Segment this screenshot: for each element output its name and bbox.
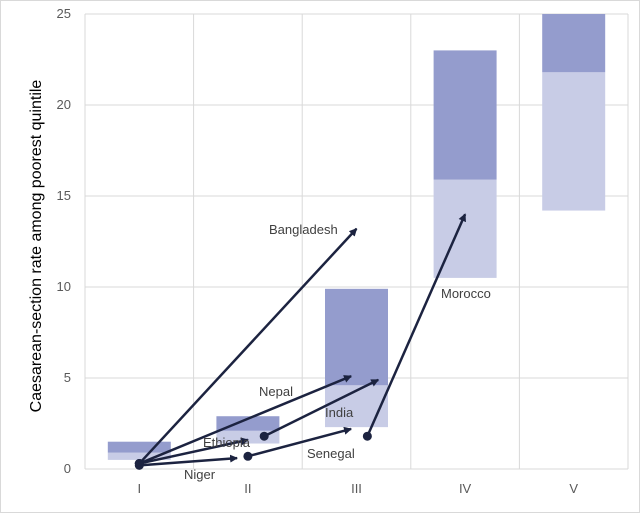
arrow-origin-india bbox=[259, 431, 269, 441]
country-label-nepal: Nepal bbox=[259, 384, 293, 399]
country-label-senegal: Senegal bbox=[307, 446, 355, 461]
arrow-origin-niger bbox=[134, 460, 144, 470]
country-label-india: India bbox=[325, 405, 354, 420]
band-upper-I bbox=[107, 441, 171, 453]
x-tick-label: II bbox=[244, 481, 251, 496]
arrow-niger bbox=[139, 454, 239, 467]
grid-layer bbox=[84, 13, 629, 470]
country-label-ethiopia: Ethiopia bbox=[203, 435, 251, 450]
country-label-bangladesh: Bangladesh bbox=[269, 222, 338, 237]
arrow-india bbox=[263, 378, 380, 438]
band-lower-III bbox=[325, 385, 388, 428]
x-tick-label: IV bbox=[459, 481, 472, 496]
band-upper-V bbox=[542, 14, 606, 73]
y-tick-label: 20 bbox=[57, 97, 71, 112]
arrow-origin-senegal bbox=[243, 451, 253, 461]
arrow-nepal bbox=[138, 375, 352, 465]
band-lower-I bbox=[107, 452, 171, 460]
y-tick-label: 25 bbox=[57, 6, 71, 21]
y-axis-title: Caesarean-section rate among poorest qui… bbox=[28, 80, 45, 413]
y-tick-label: 10 bbox=[57, 279, 71, 294]
arrow-senegal bbox=[247, 426, 353, 458]
band-upper-III bbox=[325, 288, 388, 386]
x-tick-label: V bbox=[569, 481, 578, 496]
country-label-morocco: Morocco bbox=[441, 286, 491, 301]
y-tick-label: 15 bbox=[57, 188, 71, 203]
arrow-origin-morocco bbox=[362, 431, 372, 441]
arrow-morocco bbox=[366, 213, 467, 437]
band-upper-II bbox=[216, 416, 280, 431]
band-upper-IV bbox=[433, 50, 497, 180]
x-tick-label: III bbox=[351, 481, 362, 496]
arrow-ethiopia bbox=[139, 437, 249, 465]
country-label-niger: Niger bbox=[184, 467, 216, 482]
band-layer bbox=[107, 14, 606, 460]
arrow-bangladesh bbox=[138, 227, 358, 465]
band-lower-V bbox=[542, 72, 606, 211]
y-tick-label: 5 bbox=[64, 370, 71, 385]
label-layer: Bangladesh Nepal Ethiopia Niger India Senegal… bbox=[184, 222, 491, 482]
y-tick-label: 0 bbox=[64, 461, 71, 476]
arrow-layer bbox=[134, 213, 467, 470]
x-tick-label: I bbox=[137, 481, 141, 496]
